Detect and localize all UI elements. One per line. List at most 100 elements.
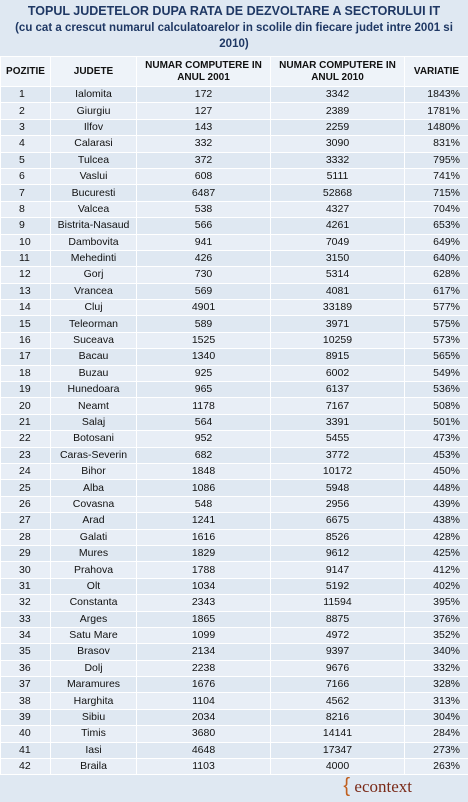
table-cell: 284% <box>404 725 468 743</box>
table-cell: Neamt <box>50 397 137 415</box>
table-cell: 4 <box>0 135 51 153</box>
table-cell: 11594 <box>270 594 405 612</box>
table-cell: 35 <box>0 643 51 661</box>
table-cell: 653% <box>404 217 468 235</box>
table-cell: 24 <box>0 462 51 481</box>
table-cell: Braila <box>50 758 137 776</box>
table-cell: 8875 <box>270 610 405 628</box>
table-cell: Bistrita-Nasaud <box>50 217 137 235</box>
table-cell: Teleorman <box>50 315 137 333</box>
table-row: 13 Vrancea 569 4081 617% <box>0 282 468 301</box>
table-cell: 332% <box>404 659 468 678</box>
table-cell: Harghita <box>50 692 137 710</box>
table-cell: 1178 <box>136 397 271 415</box>
table-cell: Bacau <box>50 348 137 366</box>
table-cell: 965 <box>136 381 271 399</box>
table-cell: 2034 <box>136 708 271 727</box>
table-cell: 3391 <box>270 413 405 432</box>
table-cell: 16 <box>0 331 51 350</box>
table-cell: 2134 <box>136 643 271 661</box>
table-cell: 332 <box>136 135 271 153</box>
table-cell: Satu Mare <box>50 626 137 645</box>
table-cell: 3680 <box>136 725 271 743</box>
table-cell: 1676 <box>136 676 271 694</box>
table-cell: 565% <box>404 348 468 366</box>
table-cell: 2343 <box>136 594 271 612</box>
table-cell: 33189 <box>270 299 405 317</box>
table-cell: 450% <box>404 462 468 481</box>
table-row: 17 Bacau 1340 8915 565% <box>0 348 468 366</box>
table-cell: 8915 <box>270 348 405 366</box>
table-cell: 1099 <box>136 626 271 645</box>
table-row: 36 Dolj 2238 9676 332% <box>0 659 468 678</box>
table-cell: 428% <box>404 528 468 546</box>
table-cell: 376% <box>404 610 468 628</box>
footer: {econtext <box>0 775 468 802</box>
table-cell: 3 <box>0 118 51 137</box>
table-cell: 304% <box>404 708 468 727</box>
table-cell: 448% <box>404 479 468 497</box>
table-cell: 372 <box>136 151 271 169</box>
table-cell: 548 <box>136 495 271 514</box>
table-row: 2 Giurgiu 127 2389 1781% <box>0 102 468 120</box>
column-header: VARIATIE <box>404 56 468 87</box>
table-row: 30 Prahova 1788 9147 412% <box>0 561 468 579</box>
table-cell: 564 <box>136 413 271 432</box>
table-cell: 9676 <box>270 659 405 678</box>
table-cell: 2956 <box>270 495 405 514</box>
logo-brace: { <box>343 775 350 798</box>
table-cell: Ilfov <box>50 118 137 137</box>
table-cell: 640% <box>404 249 468 268</box>
table-cell: 27 <box>0 512 51 530</box>
table-cell: 538 <box>136 200 271 219</box>
table-row: 22 Botosani 952 5455 473% <box>0 430 468 448</box>
table-row: 37 Maramures 1676 7166 328% <box>0 676 468 694</box>
table-cell: 33 <box>0 610 51 628</box>
table-cell: 4081 <box>270 282 405 301</box>
table-cell: 143 <box>136 118 271 137</box>
table-row: 14 Cluj 4901 33189 577% <box>0 299 468 317</box>
table-cell: 402% <box>404 577 468 596</box>
table-cell: 15 <box>0 315 51 333</box>
column-header: POZITIE <box>0 56 51 87</box>
table-cell: 501% <box>404 413 468 432</box>
table-cell: 36 <box>0 659 51 678</box>
table-cell: 41 <box>0 741 51 760</box>
table-cell: 7167 <box>270 397 405 415</box>
table-cell: 608 <box>136 167 271 186</box>
table-row: 26 Covasna 548 2956 439% <box>0 495 468 514</box>
table-cell: Mehedinti <box>50 249 137 268</box>
table-cell: 40 <box>0 725 51 743</box>
table-cell: Valcea <box>50 200 137 219</box>
table-cell: 20 <box>0 397 51 415</box>
table-cell: Prahova <box>50 561 137 579</box>
table-cell: 4327 <box>270 200 405 219</box>
table-cell: 4648 <box>136 741 271 760</box>
table-cell: 473% <box>404 430 468 448</box>
table-cell: 941 <box>136 233 271 251</box>
column-header: NUMAR COMPUTERE IN ANUL 2010 <box>270 56 405 87</box>
table-cell: 34 <box>0 626 51 645</box>
table-cell: 5111 <box>270 167 405 186</box>
table-cell: 6487 <box>136 184 271 202</box>
table-cell: Alba <box>50 479 137 497</box>
table-cell: 6137 <box>270 381 405 399</box>
table-cell: Vrancea <box>50 282 137 301</box>
table-cell: 26 <box>0 495 51 514</box>
table-cell: 3342 <box>270 85 405 104</box>
table-cell: Tulcea <box>50 151 137 169</box>
table-cell: 6002 <box>270 364 405 383</box>
table-row: 11 Mehedinti 426 3150 640% <box>0 249 468 268</box>
table-cell: 395% <box>404 594 468 612</box>
table-cell: 438% <box>404 512 468 530</box>
table-cell: 2389 <box>270 102 405 120</box>
table-cell: 5314 <box>270 266 405 284</box>
table-cell: 1848 <box>136 462 271 481</box>
table-cell: 1781% <box>404 102 468 120</box>
table-cell: 508% <box>404 397 468 415</box>
table-row: 7 Bucuresti 6487 52868 715% <box>0 184 468 202</box>
table-row: 38 Harghita 1104 4562 313% <box>0 692 468 710</box>
table-row: 28 Galati 1616 8526 428% <box>0 528 468 546</box>
table-cell: 439% <box>404 495 468 514</box>
table-cell: 3971 <box>270 315 405 333</box>
